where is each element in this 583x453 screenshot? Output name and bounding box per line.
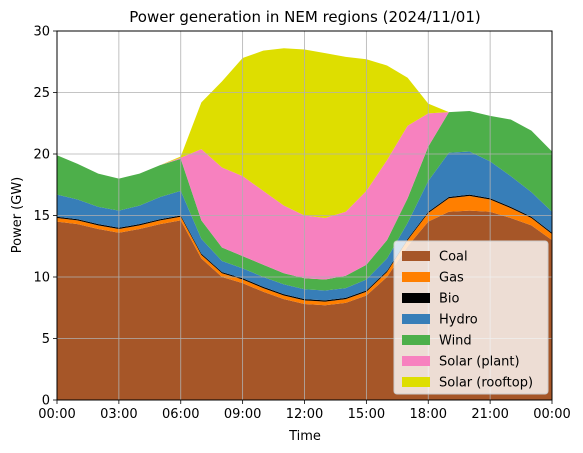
- legend-label-gas: Gas: [439, 271, 464, 286]
- x-axis-title: Time: [288, 429, 321, 444]
- legend-swatch-coal: [402, 251, 430, 261]
- x-axis: 00:00 03:00 06:00 09:00 12:00 15:00 18:00 21:00…: [38, 400, 571, 422]
- y-tick-label: 5: [42, 332, 50, 347]
- y-tick-label: 15: [33, 209, 50, 224]
- legend-swatch-solar-plant: [402, 356, 430, 366]
- legend-swatch-solar-rooftop: [402, 377, 430, 387]
- x-tick-label: 21:00: [471, 407, 508, 422]
- x-tick-label: 15:00: [348, 407, 385, 422]
- x-tick-label: 09:00: [224, 407, 261, 422]
- legend-label-solar-plant: Solar (plant): [439, 355, 520, 370]
- y-tick-label: 0: [42, 394, 50, 409]
- x-tick-label: 06:00: [162, 407, 199, 422]
- legend: Coal Gas Bio Hydro Wind Solar (plant) Solar (r…: [393, 240, 549, 395]
- x-tick-label: 12:00: [286, 407, 323, 422]
- y-axis-title: Power (GW): [10, 177, 25, 254]
- legend-label-bio: Bio: [439, 292, 460, 307]
- y-axis: 0 5 10 15 20 25 30: [33, 25, 57, 409]
- legend-label-coal: Coal: [439, 250, 468, 265]
- y-tick-label: 30: [33, 25, 50, 40]
- legend-swatch-wind: [402, 335, 430, 345]
- legend-label-wind: Wind: [439, 334, 472, 349]
- x-tick-label: 00:00: [38, 407, 75, 422]
- legend-swatch-gas: [402, 272, 430, 282]
- x-tick-label: 00:00: [533, 407, 570, 422]
- x-tick-label: 03:00: [100, 407, 137, 422]
- legend-label-hydro: Hydro: [439, 313, 478, 328]
- y-tick-label: 10: [33, 271, 50, 286]
- chart-title: Power generation in NEM regions (2024/11…: [129, 8, 481, 26]
- legend-box: [393, 240, 549, 395]
- legend-swatch-bio: [402, 293, 430, 303]
- legend-swatch-hydro: [402, 314, 430, 324]
- legend-label-solar-rooftop: Solar (rooftop): [439, 376, 533, 391]
- y-tick-label: 20: [33, 148, 50, 163]
- area-gas: [57, 195, 552, 306]
- x-tick-label: 18:00: [410, 407, 447, 422]
- y-tick-label: 25: [33, 86, 50, 101]
